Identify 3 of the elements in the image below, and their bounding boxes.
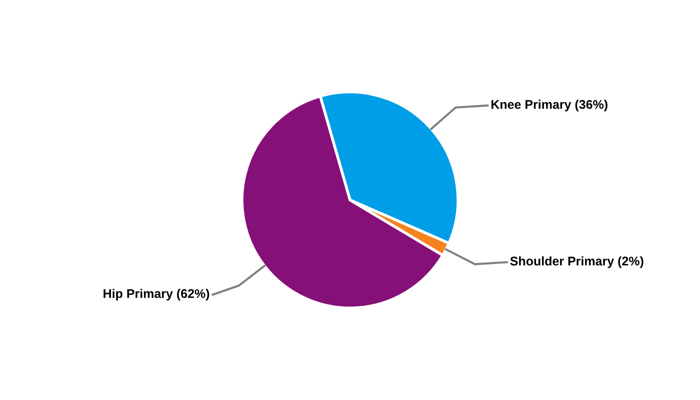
slice-label: Knee Primary (36%) [491, 100, 608, 112]
slice-label: Hip Primary (62%) [104, 288, 210, 300]
slice-label: Shoulder Primary (2%) [510, 256, 644, 268]
